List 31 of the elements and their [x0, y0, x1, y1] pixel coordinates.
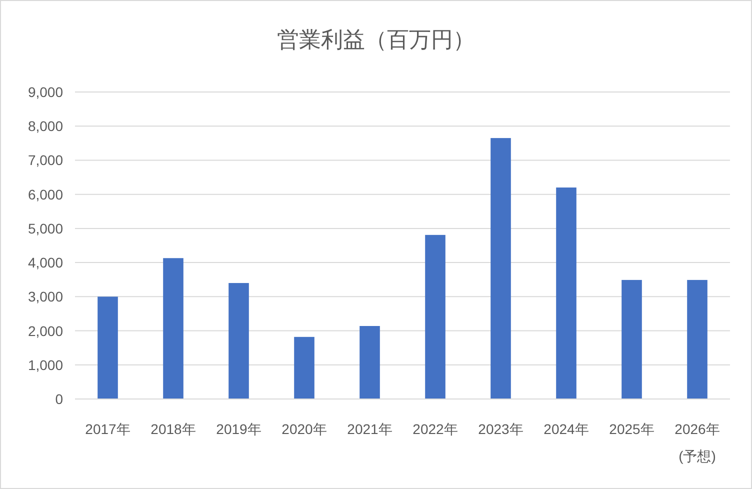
- y-tick-label: 6,000: [28, 186, 64, 202]
- bar: [687, 280, 708, 399]
- x-tick-label: 2019年: [216, 421, 262, 437]
- x-tick-label: 2021年: [347, 421, 392, 437]
- x-tick-label: 2023年: [478, 421, 524, 437]
- bar: [556, 188, 576, 399]
- y-tick-label: 1,000: [28, 356, 64, 373]
- x-tick-label: 2017年: [85, 421, 130, 437]
- y-tick-label: 7,000: [28, 152, 64, 168]
- y-tick-label: 2,000: [28, 322, 64, 339]
- x-tick-label: 2025年: [609, 421, 654, 437]
- x-tick-label: 2018年: [150, 421, 196, 437]
- y-tick-label: 5,000: [28, 220, 64, 236]
- bar: [490, 138, 511, 399]
- bar: [163, 258, 184, 399]
- y-tick-label: 0: [55, 391, 64, 407]
- x-tick-label: 2020年: [282, 421, 327, 437]
- bar: [228, 283, 249, 399]
- y-tick-label: 9,000: [28, 84, 64, 100]
- bar: [294, 336, 314, 399]
- bar: [98, 296, 118, 399]
- y-tick-label: 4,000: [28, 254, 64, 271]
- y-tick-label: 3,000: [28, 288, 64, 305]
- bar: [360, 326, 380, 399]
- y-tick-label: 8,000: [28, 118, 64, 134]
- bar: [622, 280, 642, 399]
- x-tick-label: 2024年: [544, 421, 589, 437]
- chart-title: 営業利益（百万円）: [277, 27, 475, 52]
- x-tick-label: 2026年 (予想): [674, 421, 720, 464]
- x-tick-label: 2022年: [412, 421, 458, 437]
- bar: [425, 234, 446, 399]
